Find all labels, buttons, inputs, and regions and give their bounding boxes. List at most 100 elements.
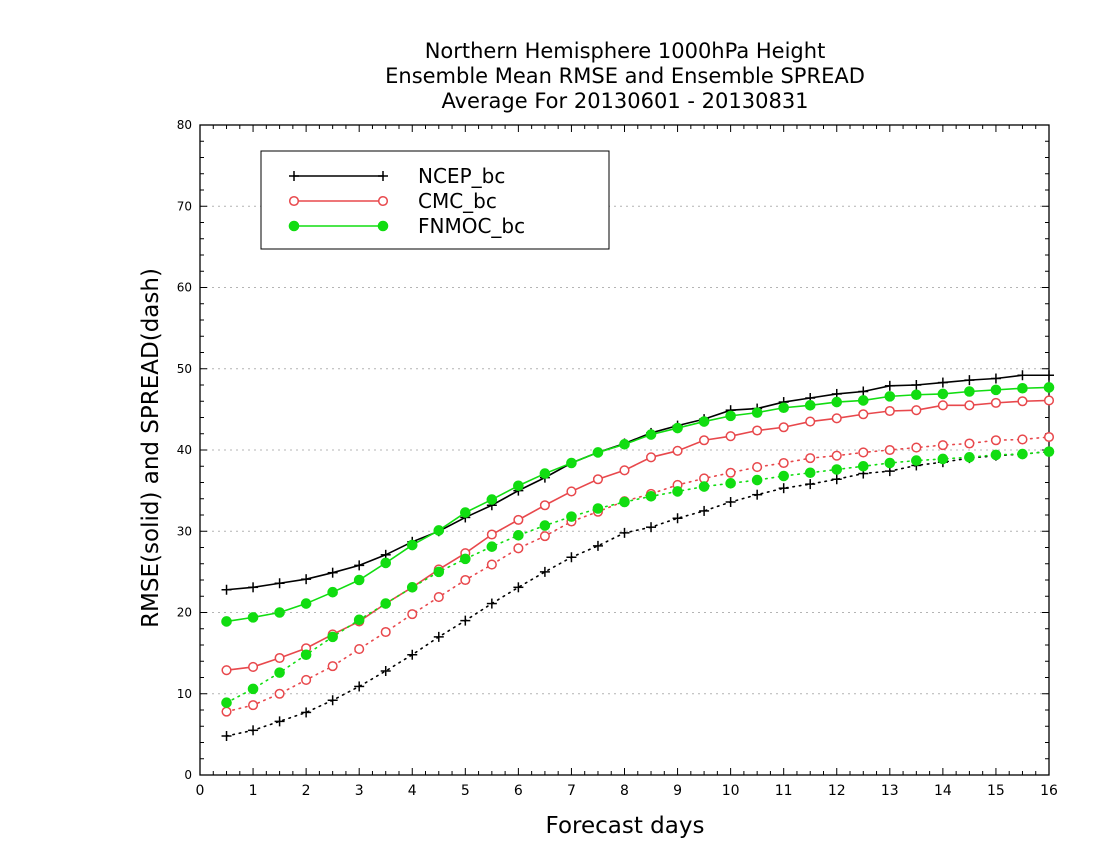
ncep-bc-spread-point (725, 497, 736, 507)
fnmoc-bc-rmse-point (937, 388, 949, 400)
cmc-bc-spread-point (831, 450, 842, 461)
fnmoc-bc-spread-point (725, 478, 736, 489)
cmc-bc-rmse-point (619, 465, 630, 476)
cmc-bc-rmse-point (805, 416, 816, 427)
cmc-bc-rmse-point (858, 409, 869, 420)
cmc-bc-rmse-point (672, 445, 683, 456)
legend-item-fnmoc-bc: FNMOC_bc (288, 214, 525, 238)
cmc-bc-spread-point (911, 442, 922, 453)
y-tick-label-10: 10 (177, 687, 192, 701)
ncep-bc-rmse-line (226, 374, 1049, 591)
fnmoc-bc-rmse-point (698, 416, 710, 427)
cmc-bc-spread-point (884, 444, 895, 456)
ncep-bc-spread-point (327, 695, 338, 706)
cmc-bc-spread-point (380, 626, 391, 638)
legend-label-cmc-bc: CMC_bc (418, 189, 497, 213)
fnmoc-bc-rmse-point (539, 468, 551, 479)
ncep-bc-spread-point (486, 598, 497, 609)
cmc-bc-rmse-point (752, 425, 763, 436)
series-ncep-bc (221, 370, 1054, 741)
ncep-bc-spread-point (221, 731, 232, 741)
y-axis-label: RMSE(solid) and SPREAD(dash) (138, 268, 164, 628)
ncep-bc-rmse-point (327, 567, 338, 578)
fnmoc-bc-rmse-point (990, 384, 1002, 396)
cmc-bc-spread-point (354, 644, 365, 655)
fnmoc-bc-rmse-point (406, 539, 418, 551)
cmc-bc-spread-point (407, 609, 418, 620)
fnmoc-bc-rmse-point (460, 507, 471, 518)
fnmoc-bc-rmse-point (911, 389, 922, 401)
fnmoc-bc-rmse-point (274, 607, 285, 618)
ncep-bc-spread-point (831, 474, 842, 485)
y-tick-label-70: 70 (177, 199, 192, 213)
fnmoc-bc-spread-point (592, 503, 604, 514)
fnmoc-bc-rmse-point (300, 598, 312, 609)
cmc-bc-spread-line (225, 436, 1050, 713)
fnmoc-bc-spread-point (300, 649, 312, 661)
x-tick-label-13: 13 (881, 783, 899, 799)
y-tick-label-40: 40 (177, 443, 192, 457)
fnmoc-bc-spread-point (937, 453, 949, 465)
fnmoc-bc-rmse-point (327, 586, 338, 598)
fnmoc-bc-spread-point (698, 481, 710, 492)
x-tick-label-5: 5 (461, 783, 470, 799)
cmc-bc-spread-point (937, 440, 948, 451)
fnmoc-bc-rmse-point (353, 574, 365, 586)
x-tick-label-0: 0 (196, 783, 205, 799)
ncep-bc-rmse-point (884, 380, 895, 391)
cmc-bc-spread-point (539, 531, 550, 542)
legend-marker-start (288, 220, 300, 232)
ncep-bc-spread-point (672, 513, 683, 524)
ncep-bc-rmse-point (990, 373, 1001, 384)
fnmoc-bc-spread-point (831, 464, 843, 475)
fnmoc-bc-rmse-point (221, 616, 232, 627)
x-tick-label-4: 4 (408, 783, 417, 799)
cmc-bc-spread-point (725, 467, 736, 478)
chart-title-line-3: Average For 20130601 - 20130831 (441, 89, 808, 113)
fnmoc-bc-rmse-point (884, 391, 896, 402)
cmc-bc-rmse-point (778, 422, 789, 433)
fnmoc-bc-spread-point (884, 457, 896, 469)
fnmoc-bc-spread-point (380, 598, 392, 609)
ncep-bc-rmse-point (274, 578, 285, 589)
x-tick-label-15: 15 (987, 783, 1005, 799)
x-tick-label-8: 8 (620, 783, 629, 799)
fnmoc-bc-rmse-point (831, 396, 843, 408)
x-tick-label-7: 7 (567, 783, 576, 799)
ncep-bc-rmse-point (858, 386, 869, 397)
legend-box (260, 150, 610, 250)
y-tick-label-60: 60 (177, 281, 192, 295)
fnmoc-bc-rmse-point (778, 402, 789, 414)
fnmoc-bc-spread-point (857, 460, 869, 472)
ncep-bc-spread-point (566, 552, 577, 563)
fnmoc-bc-rmse-point (566, 457, 577, 469)
cmc-bc-rmse-point (699, 435, 710, 446)
fnmoc-bc-rmse-point (751, 407, 763, 418)
fnmoc-bc-spread-point (433, 566, 445, 578)
fnmoc-bc-rmse-point (619, 439, 630, 450)
ncep-bc-spread-point (805, 479, 816, 490)
fnmoc-bc-rmse-point (804, 400, 816, 411)
ncep-bc-spread-point (380, 666, 391, 676)
x-tick-label-14: 14 (934, 783, 952, 799)
cmc-bc-rmse-point (486, 529, 497, 540)
fnmoc-bc-rmse-point (964, 386, 975, 397)
cmc-bc-rmse-point (964, 400, 975, 411)
chart-title-line-1: Northern Hemisphere 1000hPa Height (425, 39, 826, 63)
cmc-bc-spread-point (805, 453, 816, 464)
ncep-bc-spread-point (778, 483, 789, 494)
cmc-bc-spread-point (858, 447, 869, 458)
fnmoc-bc-rmse-point (1017, 382, 1028, 394)
cmc-bc-rmse-point (725, 431, 736, 442)
ncep-bc-spread-point (460, 615, 471, 626)
fnmoc-bc-spread-point (1017, 448, 1028, 460)
x-tick-label-11: 11 (775, 783, 793, 799)
fnmoc-bc-rmse-point (857, 395, 869, 406)
fnmoc-bc-rmse-point (672, 422, 683, 434)
ncep-bc-spread-point (354, 681, 365, 692)
fnmoc-bc-spread-point (804, 467, 816, 479)
fnmoc-bc-spread-point (778, 470, 789, 482)
ncep-bc-rmse-point (1044, 370, 1054, 381)
